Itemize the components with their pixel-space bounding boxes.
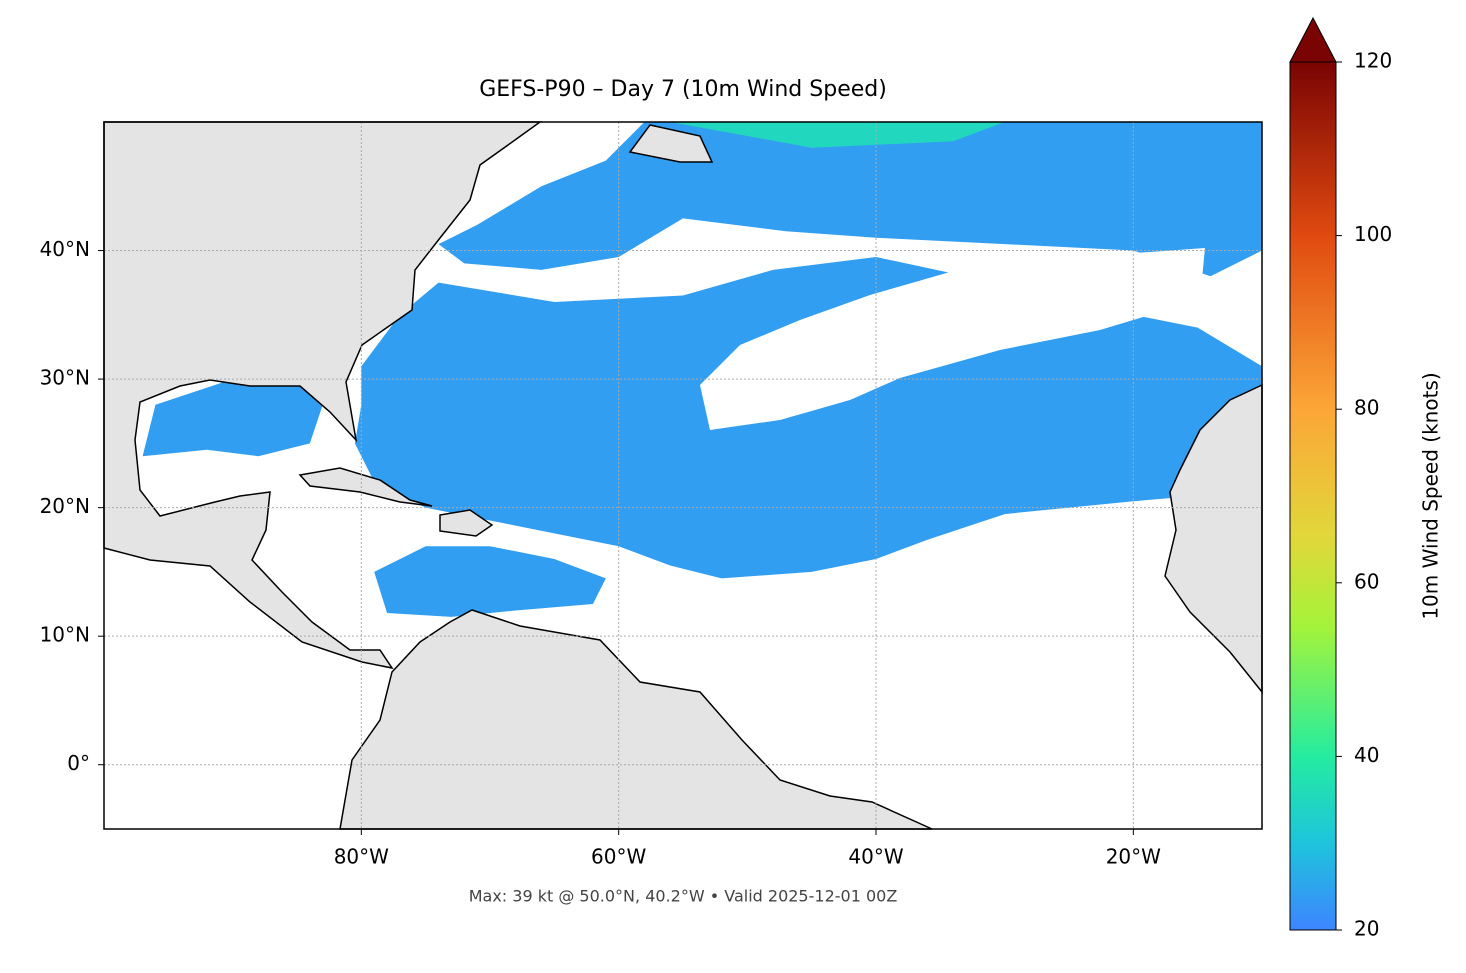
colorbar-tick-label: 100 xyxy=(1354,222,1392,246)
wind-region xyxy=(438,122,1262,277)
colorbar: 20 40 60 80 100 120 10m Wind Speed (knots) xyxy=(1289,16,1443,941)
x-tick-label: 60°W xyxy=(591,845,646,869)
wind-region xyxy=(374,546,606,617)
y-tick-label: 30°N xyxy=(40,366,90,390)
y-tick-label: 0° xyxy=(67,751,90,775)
x-tick-label: 80°W xyxy=(334,845,389,869)
grid xyxy=(104,122,1262,829)
y-tick-label: 20°N xyxy=(40,494,90,518)
wind-region xyxy=(670,122,1005,148)
colorbar-scale xyxy=(1290,62,1336,930)
chart-title: GEFS-P90 – Day 7 (10m Wind Speed) xyxy=(479,77,887,102)
colorbar-tick-label: 60 xyxy=(1354,569,1379,593)
annotation: Max: 39 kt @ 50.0°N, 40.2°W • Valid 2025… xyxy=(469,887,898,906)
colorbar-frame xyxy=(1289,61,1337,931)
colorbar-label: 10m Wind Speed (knots) xyxy=(1419,372,1443,619)
colorbar-tick-label: 40 xyxy=(1354,743,1379,767)
plot-frame xyxy=(103,121,1263,830)
colorbar-tick-label: 20 xyxy=(1354,917,1379,941)
no-data-areas xyxy=(700,248,1205,430)
y-tick-label: 10°N xyxy=(40,623,90,647)
x-tick-label: 40°W xyxy=(848,845,903,869)
land xyxy=(103,121,1263,830)
y-tick-label: 40°N xyxy=(40,237,90,261)
x-tick-label: 20°W xyxy=(1106,845,1161,869)
colorbar-tick-label: 80 xyxy=(1354,396,1379,420)
colorbar-tick-label: 120 xyxy=(1354,49,1392,73)
wind-region xyxy=(142,379,323,457)
